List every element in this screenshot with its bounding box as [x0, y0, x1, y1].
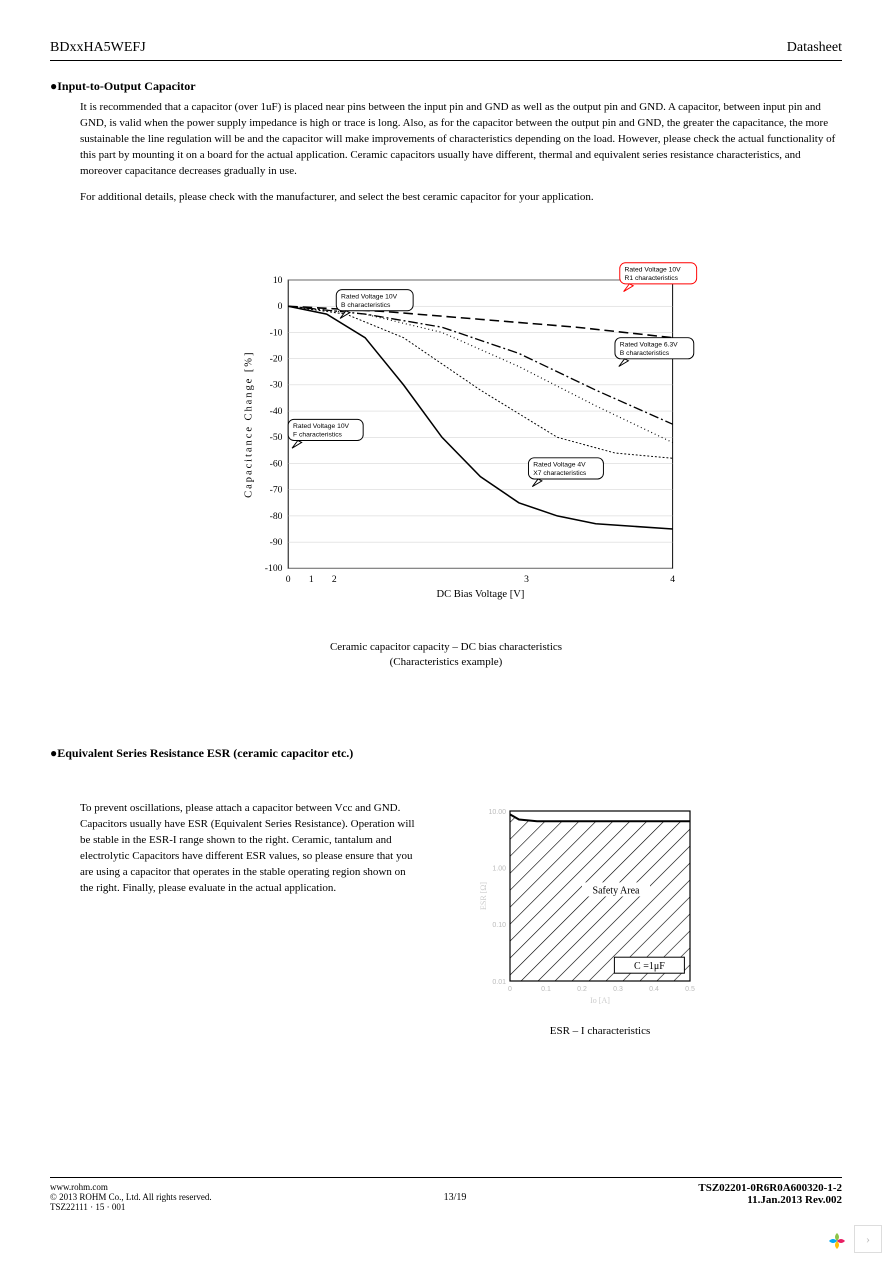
svg-text:0.01: 0.01 — [492, 979, 506, 986]
svg-text:ESR [Ω]: ESR [Ω] — [480, 882, 488, 910]
doc-type: Datasheet — [787, 40, 842, 56]
section1-heading: ●Input-to-Output Capacitor — [50, 79, 842, 94]
svg-text:C =1μF: C =1μF — [634, 962, 665, 973]
chart2-container: 10.00 1.00 0.10 0.010 0.1 0.2 0.3 0.4 0.5 Io [A] E… — [480, 801, 720, 1037]
footer-page: 13/19 — [212, 1182, 699, 1212]
svg-text:B characteristics: B characteristics — [620, 350, 670, 357]
svg-text:Capacitance Change [%]: Capacitance Change [%] — [244, 350, 255, 497]
svg-text:0: 0 — [286, 573, 291, 584]
svg-text:Rated Voltage 4V: Rated Voltage 4V — [533, 461, 586, 468]
chart2-caption: ESR – I characteristics — [480, 1025, 720, 1037]
svg-text:Rated Voltage 10V: Rated Voltage 10V — [341, 293, 398, 300]
svg-text:-30: -30 — [270, 379, 283, 390]
svg-text:-10: -10 — [270, 327, 283, 338]
svg-text:-60: -60 — [270, 458, 283, 469]
svg-text:-80: -80 — [270, 510, 283, 521]
chart2-caption-text: ESR – I characteristics — [550, 1025, 651, 1037]
svg-text:F characteristics: F characteristics — [293, 431, 343, 438]
svg-text:0.1: 0.1 — [541, 986, 551, 993]
svg-text:Io [A]: Io [A] — [590, 996, 610, 1005]
svg-text:0: 0 — [278, 301, 283, 312]
section1-para1: It is recommended that a capacitor (over… — [80, 100, 842, 180]
footer-docid: TSZ02201-0R6R0A600320-1-2 — [698, 1182, 842, 1194]
section2-heading: ●Equivalent Series Resistance ESR (ceram… — [50, 746, 842, 761]
svg-text:1: 1 — [309, 573, 314, 584]
page-footer: www.rohm.com © 2013 ROHM Co., Ltd. All r… — [50, 1177, 842, 1212]
svg-text:0.3: 0.3 — [613, 986, 623, 993]
svg-text:Rated Voltage 10V: Rated Voltage 10V — [625, 266, 682, 273]
part-number: BDxxHA5WEFJ — [50, 40, 146, 56]
chart1-caption: Ceramic capacitor capacity – DC bias cha… — [211, 640, 681, 671]
svg-text:10.00: 10.00 — [488, 809, 506, 816]
svg-text:Safety Area: Safety Area — [593, 886, 640, 897]
svg-text:-20: -20 — [270, 353, 283, 364]
chart2-svg: 10.00 1.00 0.10 0.010 0.1 0.2 0.3 0.4 0.5 Io [A] E… — [480, 801, 700, 1011]
svg-text:Rated Voltage 10V: Rated Voltage 10V — [293, 423, 350, 430]
footer-left: www.rohm.com © 2013 ROHM Co., Ltd. All r… — [50, 1182, 212, 1212]
svg-text:-50: -50 — [270, 432, 283, 443]
svg-text:X7 characteristics: X7 characteristics — [533, 470, 587, 477]
svg-text:-90: -90 — [270, 537, 283, 548]
svg-text:0.10: 0.10 — [492, 923, 506, 930]
section1-para2: For additional details, please check wit… — [80, 190, 842, 206]
chart1-caption-line2: (Characteristics example) — [390, 656, 503, 668]
corner-logo-icon — [827, 1231, 847, 1251]
svg-text:-70: -70 — [270, 484, 283, 495]
section2-para: To prevent oscillations, please attach a… — [80, 801, 420, 897]
footer-code: TSZ22111 · 15 · 001 — [50, 1202, 212, 1212]
svg-text:-100: -100 — [265, 563, 283, 574]
svg-text:DC Bias Voltage [V]: DC Bias Voltage [V] — [436, 589, 524, 600]
svg-text:Rated Voltage 6.3V: Rated Voltage 6.3V — [620, 341, 678, 348]
svg-text:0.2: 0.2 — [577, 986, 587, 993]
svg-text:3: 3 — [524, 573, 529, 584]
next-page-button[interactable]: › — [854, 1225, 882, 1253]
svg-text:R1 characteristics: R1 characteristics — [625, 275, 679, 282]
svg-text:10: 10 — [273, 275, 283, 286]
page-header: BDxxHA5WEFJ Datasheet — [50, 40, 842, 61]
svg-text:-40: -40 — [270, 406, 283, 417]
footer-url: www.rohm.com — [50, 1182, 212, 1192]
svg-text:1.00: 1.00 — [492, 866, 506, 873]
svg-text:B characteristics: B characteristics — [341, 302, 391, 309]
footer-right: TSZ02201-0R6R0A600320-1-2 11.Jan.2013 Re… — [698, 1182, 842, 1212]
chart1-svg: 100-10-20-30-40-50-60-70-80-90-10001234D… — [211, 256, 721, 626]
svg-text:0.5: 0.5 — [685, 986, 695, 993]
chart1-container: 100-10-20-30-40-50-60-70-80-90-10001234D… — [211, 256, 681, 671]
esr-row: To prevent oscillations, please attach a… — [50, 801, 842, 1037]
svg-text:4: 4 — [670, 573, 675, 584]
svg-text:0: 0 — [508, 986, 512, 993]
footer-date: 11.Jan.2013 Rev.002 — [698, 1194, 842, 1206]
svg-text:0.4: 0.4 — [649, 986, 659, 993]
footer-copyright: © 2013 ROHM Co., Ltd. All rights reserve… — [50, 1192, 212, 1202]
chart1-caption-line1: Ceramic capacitor capacity – DC bias cha… — [330, 641, 562, 653]
svg-text:2: 2 — [332, 573, 337, 584]
